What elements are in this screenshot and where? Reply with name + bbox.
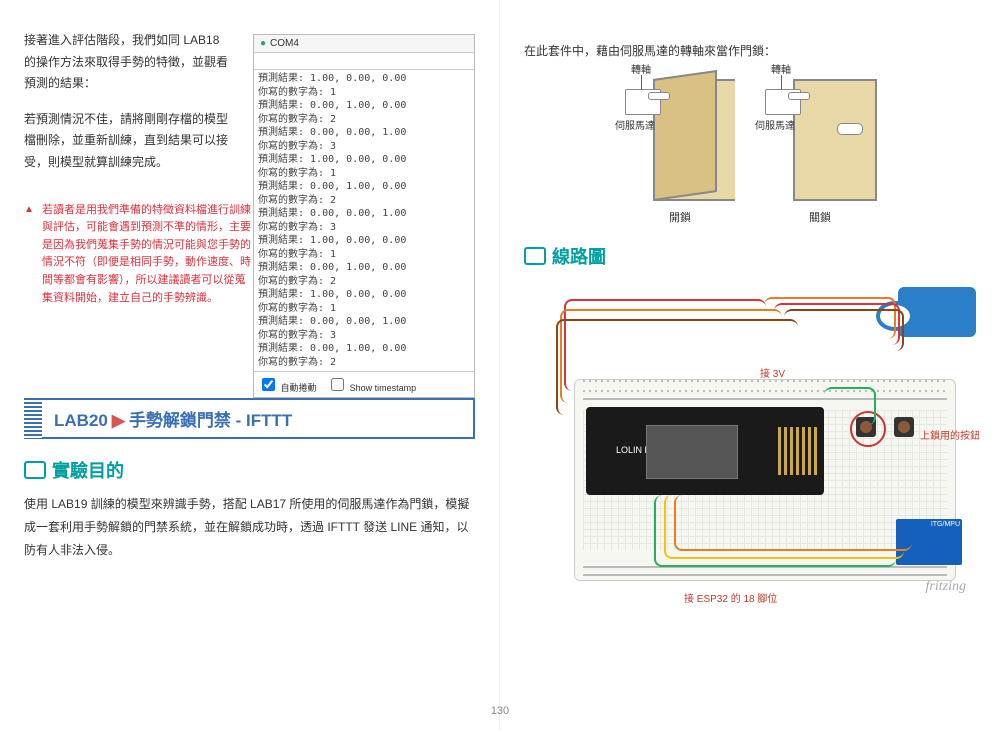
purpose-body: 使用 LAB19 訓練的模型來辨識手勢，搭配 LAB17 所使用的伺服馬達作為門… (24, 493, 475, 561)
section-circuit: 線路圖 (524, 243, 976, 269)
serial-console: COM4 預測結果: 1.00, 0.00, 0.00你寫的數字為: 1預測結果… (253, 34, 475, 398)
lab-heading: LAB20▶手勢解鎖門禁 - IFTTT (24, 398, 475, 439)
label-3v: 接 3V (760, 365, 785, 380)
right-intro: 在此套件中，藉由伺服馬達的轉軸來當作門鎖： (524, 40, 976, 63)
door-diagram: 轉軸 伺服馬達 開鎖 轉軸 伺服馬達 關鎖 (524, 75, 976, 225)
fritzing-credit: fritzing (926, 579, 966, 595)
warning-note: 若讀者是用我們準備的特徵資料檔進行訓練與評估，可能會遇到預測不準的情形，主要是因… (24, 202, 252, 308)
button-2 (894, 417, 914, 437)
timestamp-checkbox[interactable] (331, 378, 344, 391)
section-purpose: 實驗目的 (24, 457, 475, 483)
autoscroll-checkbox[interactable] (262, 378, 275, 391)
label-lock-btn: 上鎖用的按鈕 (920, 427, 980, 442)
intro-text: 接著進入評估階段，我們如同 LAB18 的操作方法來取得手勢的特徵，並觀看預測的… (24, 30, 234, 188)
servo-module (898, 287, 976, 337)
page-number: 130 (0, 705, 1000, 717)
console-output: 預測結果: 1.00, 0.00, 0.00你寫的數字為: 1預測結果: 0.0… (254, 70, 474, 371)
label-pin18: 接 ESP32 的 18 腳位 (684, 590, 777, 605)
esp32-board: LOLIN D32 (586, 407, 824, 495)
circuit-diagram: LOLIN D32 ITG/MPU 接 3V 上鎖用的按鈕 接 ESP32 的 … (524, 279, 976, 599)
